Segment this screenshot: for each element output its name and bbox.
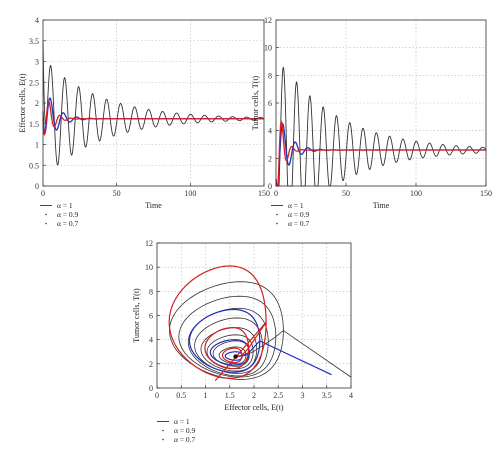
- plot-frame: [275, 19, 487, 187]
- legend-label: α = 0.9: [174, 426, 196, 435]
- y-tick-label: 2: [35, 99, 39, 108]
- x-tick-label: 1: [204, 391, 208, 400]
- series-line-1: [275, 66, 487, 187]
- y-axis-label: Effector cells, E(t): [18, 73, 27, 132]
- series-line-2: [275, 120, 486, 187]
- legend-dot-marker: [45, 213, 47, 216]
- x-tick-label: 150: [480, 189, 492, 198]
- y-tick-label: 8: [268, 71, 272, 80]
- legend-dot-marker: [162, 438, 164, 441]
- y-tick-label: 0: [268, 182, 272, 191]
- y-tick-label: 8: [149, 287, 153, 296]
- legend-label: α = 0.7: [174, 435, 196, 444]
- legend-dot-marker: [45, 222, 47, 225]
- y-tick-label: 6: [268, 99, 272, 108]
- y-tick-label: 12: [145, 239, 153, 248]
- y-tick-label: 1.5: [29, 120, 39, 129]
- y-tick-label: 3: [35, 58, 39, 67]
- legend-1: α = 1α = 0.9α = 0.7: [40, 201, 79, 228]
- x-tick-label: 3.5: [322, 391, 332, 400]
- plot-frame: [156, 242, 352, 389]
- plot-area: [43, 20, 264, 186]
- y-tick-label: 4: [149, 336, 153, 345]
- x-tick-label: 4: [349, 391, 353, 400]
- legend-label: α = 0.9: [57, 210, 79, 219]
- y-tick-label: 2: [149, 360, 153, 369]
- legend-label: α = 0.7: [288, 219, 310, 228]
- legend-label: α = 0.9: [288, 210, 310, 219]
- y-tick-label: 6: [149, 312, 153, 321]
- legend-dot-marker: [162, 429, 164, 432]
- legend-3: α = 1α = 0.9α = 0.7: [157, 417, 196, 444]
- x-tick-label: 2: [252, 391, 256, 400]
- equilibrium-point: [233, 354, 238, 359]
- x-tick-label: 0.5: [176, 391, 186, 400]
- x-axis-label: Effector cells, E(t): [224, 403, 283, 412]
- y-tick-label: 1: [35, 141, 39, 150]
- x-axis-label: Time: [373, 201, 390, 210]
- y-tick-label: 4: [268, 127, 272, 136]
- series-line-2: [42, 101, 264, 136]
- y-tick-label: 3.5: [29, 37, 39, 46]
- legend-dot-marker: [276, 222, 278, 225]
- y-tick-label: 0.5: [29, 161, 39, 170]
- legend-label: α = 1: [57, 201, 73, 210]
- y-axis-label: Tumor cells, T(t): [251, 75, 260, 130]
- phase-trajectory-2: [168, 265, 267, 382]
- y-tick-label: 0: [149, 384, 153, 393]
- y-tick-label: 2.5: [29, 78, 39, 87]
- x-tick-label: 2.5: [273, 391, 283, 400]
- plot-frame: [42, 19, 265, 187]
- legend-2: α = 1α = 0.9α = 0.7: [271, 201, 310, 228]
- x-tick-label: 100: [184, 189, 196, 198]
- x-tick-label: 0: [41, 189, 45, 198]
- x-tick-label: 1.5: [225, 391, 235, 400]
- x-tick-label: 3: [301, 391, 305, 400]
- y-tick-label: 10: [264, 44, 272, 53]
- x-tick-label: 50: [342, 189, 350, 198]
- legend-label: α = 0.7: [57, 219, 79, 228]
- phase-trajectory-3: [188, 308, 332, 376]
- y-tick-label: 12: [264, 16, 272, 25]
- legend-dot-marker: [276, 213, 278, 216]
- x-tick-label: 150: [258, 189, 270, 198]
- series-line-1: [42, 40, 265, 166]
- x-axis-label: Time: [145, 201, 162, 210]
- y-tick-label: 2: [268, 154, 272, 163]
- legend-label: α = 1: [288, 201, 304, 210]
- chart-3: 0 0.5 1 1.5 2 2.5 3 3.5 4 0 2 4 6 8 10 12 Effector cells…: [132, 239, 353, 412]
- legend-label: α = 1: [174, 417, 190, 426]
- y-axis-label: Tumor cells, T(t): [132, 288, 141, 343]
- x-tick-label: 0: [155, 391, 159, 400]
- y-tick-label: 0: [35, 182, 39, 191]
- x-tick-label: 100: [410, 189, 422, 198]
- x-tick-label: 50: [113, 189, 121, 198]
- x-tick-label: 0: [274, 189, 278, 198]
- y-tick-label: 4: [35, 16, 39, 25]
- y-tick-label: 10: [145, 263, 153, 272]
